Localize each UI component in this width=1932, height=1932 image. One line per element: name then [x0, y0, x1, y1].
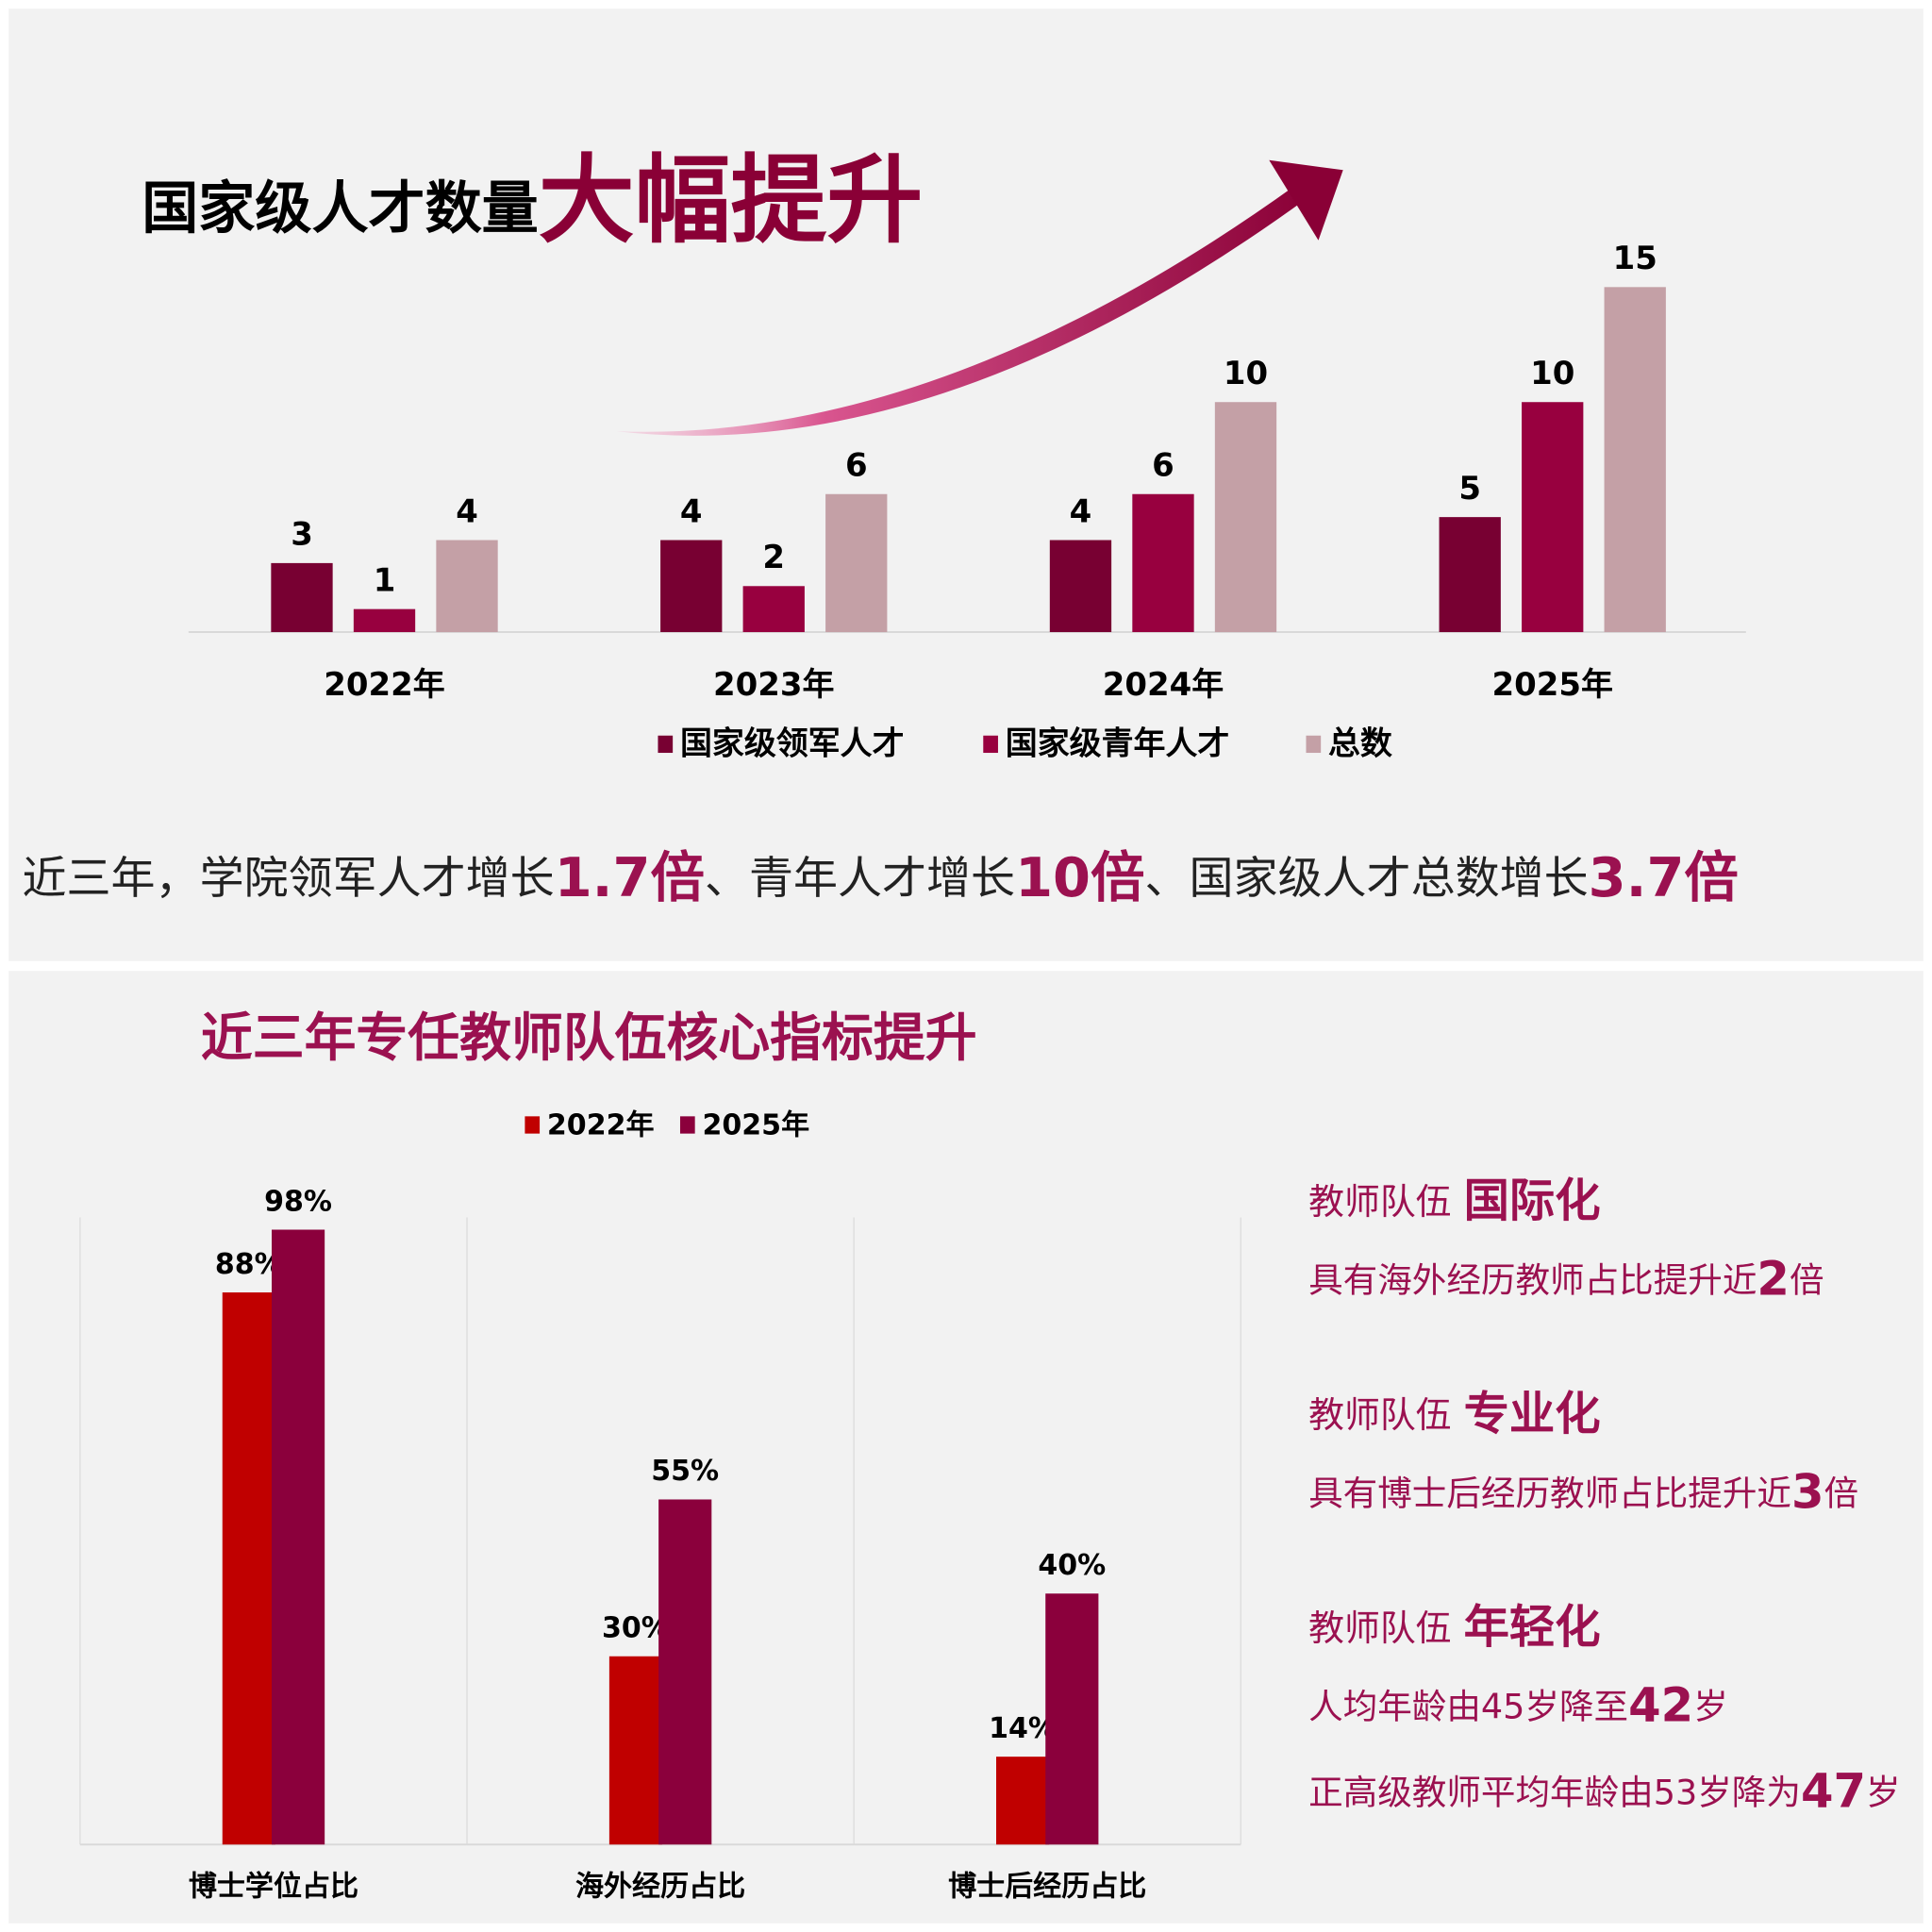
chart-title: 近三年专任教师队伍核心指标提升 — [201, 1008, 977, 1068]
bar — [1439, 517, 1501, 633]
highlight-heading: 教师队伍 国际化 — [1308, 1174, 1600, 1227]
data-label: 40% — [1038, 1549, 1106, 1582]
data-label: 55% — [651, 1455, 719, 1488]
bar — [1214, 402, 1277, 633]
legend-label: 国家级青年人才 — [1006, 725, 1230, 763]
x-tick-label: 2022年 — [324, 666, 444, 704]
bar — [1132, 493, 1194, 633]
data-label: 6 — [1152, 447, 1174, 485]
bar — [1045, 1593, 1099, 1845]
data-label: 10 — [1530, 355, 1574, 392]
bar — [222, 1292, 275, 1845]
highlight-detail: 具有博士后经历教师占比提升近3倍 — [1308, 1464, 1858, 1519]
chart-title: 国家级人才数量大幅提升 — [142, 144, 923, 257]
scripted: 2022年3142023年4262024年46102025年51015国家级领军… — [23, 240, 1901, 1903]
highlight-heading: 教师队伍 专业化 — [1308, 1388, 1600, 1441]
x-tick-label: 海外经历占比 — [575, 1870, 745, 1903]
detail-number: 42 — [1628, 1677, 1693, 1732]
detail-text: 倍 — [1790, 1259, 1824, 1300]
legend-swatch — [525, 1116, 541, 1134]
bar — [825, 493, 888, 633]
data-label: 5 — [1458, 470, 1481, 508]
data-label: 98% — [264, 1185, 332, 1218]
highlight-label: 教师队伍 — [1308, 1394, 1451, 1436]
summary-text: 、国家级人才总数增长 — [1144, 852, 1588, 904]
summary-text: 、青年人才增长 — [705, 852, 1015, 904]
bar — [658, 1499, 712, 1845]
trend-arrow — [616, 184, 1309, 436]
detail-number: 47 — [1801, 1763, 1866, 1818]
highlight-emphasis: 专业化 — [1464, 1388, 1601, 1441]
data-label: 6 — [845, 447, 868, 485]
detail-text: 岁 — [1866, 1772, 1901, 1812]
summary-highlight: 3.7倍 — [1589, 846, 1739, 909]
detail-text: 正高级教师平均年龄由53岁降为 — [1308, 1772, 1801, 1812]
highlight-label: 教师队伍 — [1308, 1607, 1451, 1649]
legend-swatch — [679, 1116, 695, 1134]
data-label: 1 — [374, 561, 396, 599]
detail-number: 3 — [1791, 1464, 1824, 1519]
data-label: 88% — [215, 1248, 283, 1281]
detail-text: 倍 — [1824, 1473, 1859, 1513]
legend-swatch — [983, 735, 998, 754]
legend-label: 2022年 — [547, 1108, 655, 1141]
data-label: 4 — [680, 492, 703, 530]
bar — [1049, 540, 1112, 633]
highlight-label: 教师队伍 — [1308, 1181, 1451, 1223]
data-label: 30% — [602, 1612, 670, 1645]
bar — [271, 562, 333, 633]
data-label: 4 — [456, 492, 478, 530]
summary-highlight: 1.7倍 — [555, 846, 705, 909]
title-emphasis: 大幅提升 — [539, 144, 923, 257]
trend-arrow-head — [1269, 159, 1343, 241]
legend-label: 2025年 — [702, 1108, 809, 1141]
data-label: 14% — [989, 1712, 1057, 1745]
data-label: 10 — [1224, 355, 1268, 392]
highlight-heading: 教师队伍 年轻化 — [1308, 1601, 1600, 1654]
x-tick-label: 博士学位占比 — [189, 1870, 358, 1903]
x-tick-label: 2023年 — [713, 666, 834, 704]
highlight-emphasis: 年轻化 — [1464, 1601, 1601, 1654]
bar — [996, 1757, 1050, 1845]
legend-swatch — [658, 735, 674, 754]
bar — [272, 1229, 325, 1845]
summary: 近三年，学院领军人才增长1.7倍、青年人才增长10倍、国家级人才总数增长3.7倍 — [23, 846, 1739, 909]
bar — [608, 1656, 663, 1845]
bar — [742, 586, 805, 633]
legend-swatch — [1306, 735, 1322, 754]
data-label: 3 — [291, 516, 313, 554]
detail-text: 具有博士后经历教师占比提升近 — [1308, 1473, 1791, 1513]
highlight-detail: 具有海外经历教师占比提升近2倍 — [1308, 1251, 1824, 1306]
bar — [353, 608, 416, 633]
title-main: 国家级人才数量 — [142, 175, 539, 242]
x-tick-label: 2025年 — [1492, 666, 1613, 704]
bar — [660, 540, 723, 633]
detail-text: 具有海外经历教师占比提升近 — [1308, 1259, 1757, 1300]
data-label: 15 — [1613, 240, 1657, 277]
x-tick-label: 2024年 — [1103, 666, 1224, 704]
detail-number: 2 — [1757, 1251, 1790, 1306]
legend-label: 总数 — [1328, 725, 1392, 763]
summary-text: 近三年，学院领军人才增长 — [23, 852, 555, 904]
x-tick-label: 博士后经历占比 — [948, 1870, 1146, 1903]
data-label: 2 — [762, 539, 785, 576]
bar — [1604, 287, 1666, 633]
bar — [1522, 402, 1584, 633]
highlight-detail: 正高级教师平均年龄由53岁降为47岁 — [1308, 1763, 1900, 1818]
highlight-detail: 人均年龄由45岁降至42岁 — [1308, 1677, 1728, 1732]
detail-text: 人均年龄由45岁降至 — [1308, 1686, 1628, 1726]
summary-highlight: 10倍 — [1015, 846, 1144, 909]
bar — [436, 540, 498, 633]
legend-label: 国家级领军人才 — [680, 725, 905, 763]
highlight-emphasis: 国际化 — [1464, 1174, 1601, 1227]
data-label: 4 — [1070, 492, 1092, 530]
detail-text: 岁 — [1693, 1686, 1728, 1726]
bottom-panel — [8, 971, 1924, 1924]
